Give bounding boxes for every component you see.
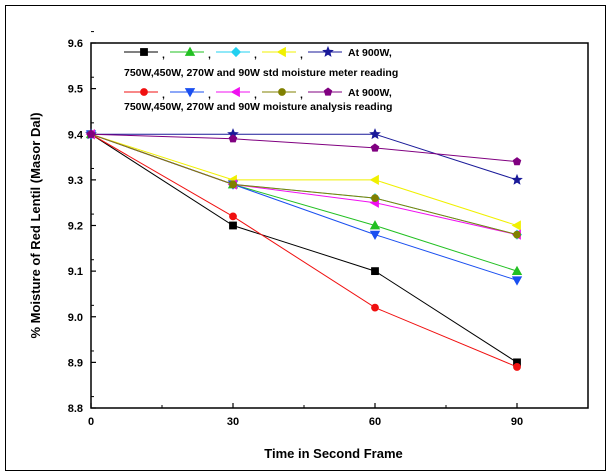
data-point	[511, 265, 523, 276]
legend-marker	[323, 87, 333, 96]
legend-marker	[322, 45, 334, 57]
series-line	[90, 133, 518, 363]
series-1	[85, 128, 523, 276]
y-tick-label: 9.4	[68, 129, 84, 141]
series-line	[90, 133, 518, 281]
data-point	[229, 212, 237, 221]
series-2	[85, 129, 523, 240]
chart-frame	[5, 5, 606, 471]
data-point	[512, 157, 522, 166]
series-line	[90, 133, 518, 163]
series-7	[85, 129, 521, 240]
y-axis-title: % Moisture of Red Lentil (Masor Dal)	[28, 112, 43, 338]
data-point	[511, 276, 523, 286]
y-tick-label: 9.2	[68, 221, 83, 233]
series-9	[86, 129, 522, 166]
legend-separator: ,	[254, 89, 257, 101]
legend-separator: ,	[162, 49, 165, 61]
series-line	[90, 133, 518, 236]
legend-separator: ,	[208, 49, 211, 61]
data-point	[229, 221, 237, 230]
y-tick-label: 9.3	[68, 175, 83, 187]
y-tick-label: 9.0	[68, 312, 83, 324]
legend-label: 750W,450W, 270W and 90W std moisture met…	[124, 67, 398, 79]
data-point	[511, 220, 521, 231]
data-point	[513, 230, 521, 239]
series-line	[90, 133, 518, 236]
data-point	[228, 134, 238, 143]
series-line	[90, 133, 518, 226]
y-tick-label: 9.6	[68, 38, 83, 50]
legend-label: At 900W,	[348, 87, 392, 99]
legend-separator: ,	[300, 49, 303, 61]
legend-marker	[230, 46, 242, 58]
y-tick-label: 8.9	[68, 357, 83, 369]
x-tick-label: 60	[369, 416, 381, 428]
data-point	[371, 303, 379, 312]
x-axis-title: Time in Second Frame	[264, 446, 402, 461]
legend-separator: ,	[300, 89, 303, 101]
y-tick-label: 9.1	[68, 266, 83, 278]
data-point	[511, 173, 523, 185]
series-8	[87, 130, 521, 239]
series-line	[90, 133, 518, 236]
series-line	[91, 133, 518, 181]
data-point	[370, 143, 380, 152]
data-point	[369, 128, 381, 140]
data-point	[371, 194, 379, 203]
y-tick-label: 8.8	[68, 403, 83, 415]
data-point	[371, 267, 379, 276]
data-point	[369, 230, 381, 240]
data-point	[513, 363, 521, 371]
series-0	[87, 130, 521, 367]
data-point	[86, 129, 96, 138]
legend-label: 750W,450W, 270W and 90W moisture analysi…	[124, 101, 392, 113]
legend-separator: ,	[254, 49, 257, 61]
legend-separator: ,	[162, 89, 165, 101]
x-tick-label: 30	[227, 416, 239, 428]
series-line	[90, 133, 518, 368]
data-point	[369, 220, 381, 230]
x-tick-label: 90	[511, 416, 523, 428]
x-tick-label: 0	[88, 416, 94, 428]
legend-separator: ,	[208, 89, 211, 101]
data-point	[369, 174, 379, 186]
data-point	[229, 180, 237, 189]
series-3	[85, 129, 521, 231]
series-5	[87, 130, 521, 371]
y-tick-label: 9.5	[68, 84, 83, 96]
legend-label: At 900W,	[348, 47, 392, 59]
series-4	[85, 128, 523, 185]
